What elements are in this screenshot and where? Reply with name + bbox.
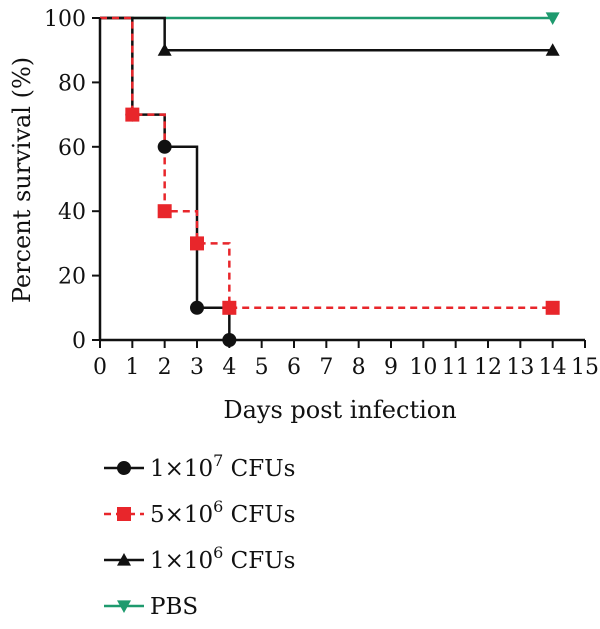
x-tick-label: 2 (158, 355, 172, 380)
x-tick-label: 5 (255, 355, 269, 380)
legend-entry: 1×106 CFUs (104, 543, 295, 574)
series-line (100, 16, 553, 52)
data-point (190, 300, 204, 315)
x-tick-label: 11 (442, 355, 470, 380)
x-axis-label: Days post infection (223, 396, 456, 424)
data-point (222, 333, 237, 347)
data-point (222, 300, 237, 315)
y-tick-label: 80 (58, 71, 86, 96)
y-tick-label: 60 (58, 136, 86, 161)
x-tick-label: 0 (93, 355, 107, 380)
markers (125, 12, 560, 347)
x-tick-label: 12 (474, 355, 502, 380)
data-point (157, 43, 172, 56)
x-tick-label: 10 (409, 355, 437, 380)
y-tick-label: 40 (58, 200, 86, 225)
legend-label: 1×106 CFUs (150, 543, 295, 574)
x-tick-label: 14 (539, 355, 567, 380)
x-tick-label: 13 (506, 355, 534, 380)
x-tick-label: 1 (125, 355, 139, 380)
legend-label: PBS (150, 594, 198, 620)
x-tick-label: 8 (352, 355, 366, 380)
data-point (157, 204, 172, 219)
legend-entry: PBS (104, 594, 198, 620)
legend-marker (117, 461, 131, 475)
legend-entry: 1×107 CFUs (104, 451, 295, 482)
x-tick-label: 4 (222, 355, 236, 380)
y-tick-label: 20 (58, 265, 86, 290)
data-point (545, 12, 560, 25)
legend-entry: 5×106 CFUs (104, 497, 295, 528)
data-point (190, 236, 204, 251)
y-axis-label: Percent survival (%) (8, 57, 36, 303)
data-point (545, 43, 560, 56)
y-tick-label: 0 (72, 329, 86, 354)
legend-marker (117, 600, 131, 613)
x-tick-label: 9 (384, 355, 398, 380)
data-point (545, 300, 560, 315)
legend: 1×107 CFUs 5×106 CFUs 1×106 CFUs PBS (104, 451, 295, 620)
data-point (125, 107, 140, 122)
x-tick-label: 7 (319, 355, 333, 380)
series-line (100, 16, 553, 310)
legend-marker (117, 553, 131, 566)
legend-marker (117, 507, 131, 521)
plot-area (100, 16, 553, 340)
legend-label: 1×107 CFUs (150, 451, 295, 482)
x-tick-label: 6 (287, 355, 301, 380)
data-point (157, 139, 172, 154)
y-tick-label: 100 (44, 7, 86, 32)
series-line (100, 16, 231, 340)
x-tick-label: 3 (190, 355, 204, 380)
legend-label: 5×106 CFUs (150, 497, 295, 528)
x-tick-label: 15 (571, 355, 599, 380)
